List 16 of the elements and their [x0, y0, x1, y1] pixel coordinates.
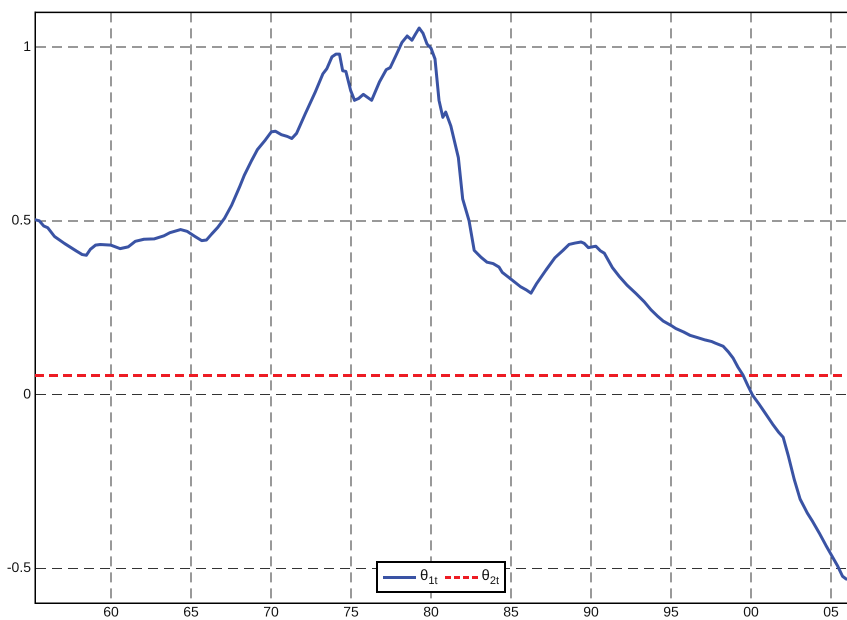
y-tick-label: -0.5	[6, 559, 32, 576]
x-tick-label: 75	[343, 603, 359, 620]
x-tick-label: 60	[103, 603, 119, 620]
x-tick-label: 95	[663, 603, 679, 620]
x-tick-label: 05	[823, 603, 839, 620]
x-tick-label: 00	[743, 603, 759, 620]
x-tick-label: 65	[183, 603, 199, 620]
x-tick-label: 80	[423, 603, 439, 620]
legend-label: θ$_{2t}$	[482, 567, 500, 587]
y-tick-label: 0.5	[12, 212, 32, 228]
x-tick-label: 90	[583, 603, 599, 620]
y-tick-label: 1	[23, 38, 32, 54]
y-tick-label: 0	[23, 385, 32, 402]
legend-label: θ$_{1t}$	[420, 567, 438, 587]
x-tick-label: 70	[263, 603, 279, 620]
x-tick-label: 85	[503, 603, 519, 620]
